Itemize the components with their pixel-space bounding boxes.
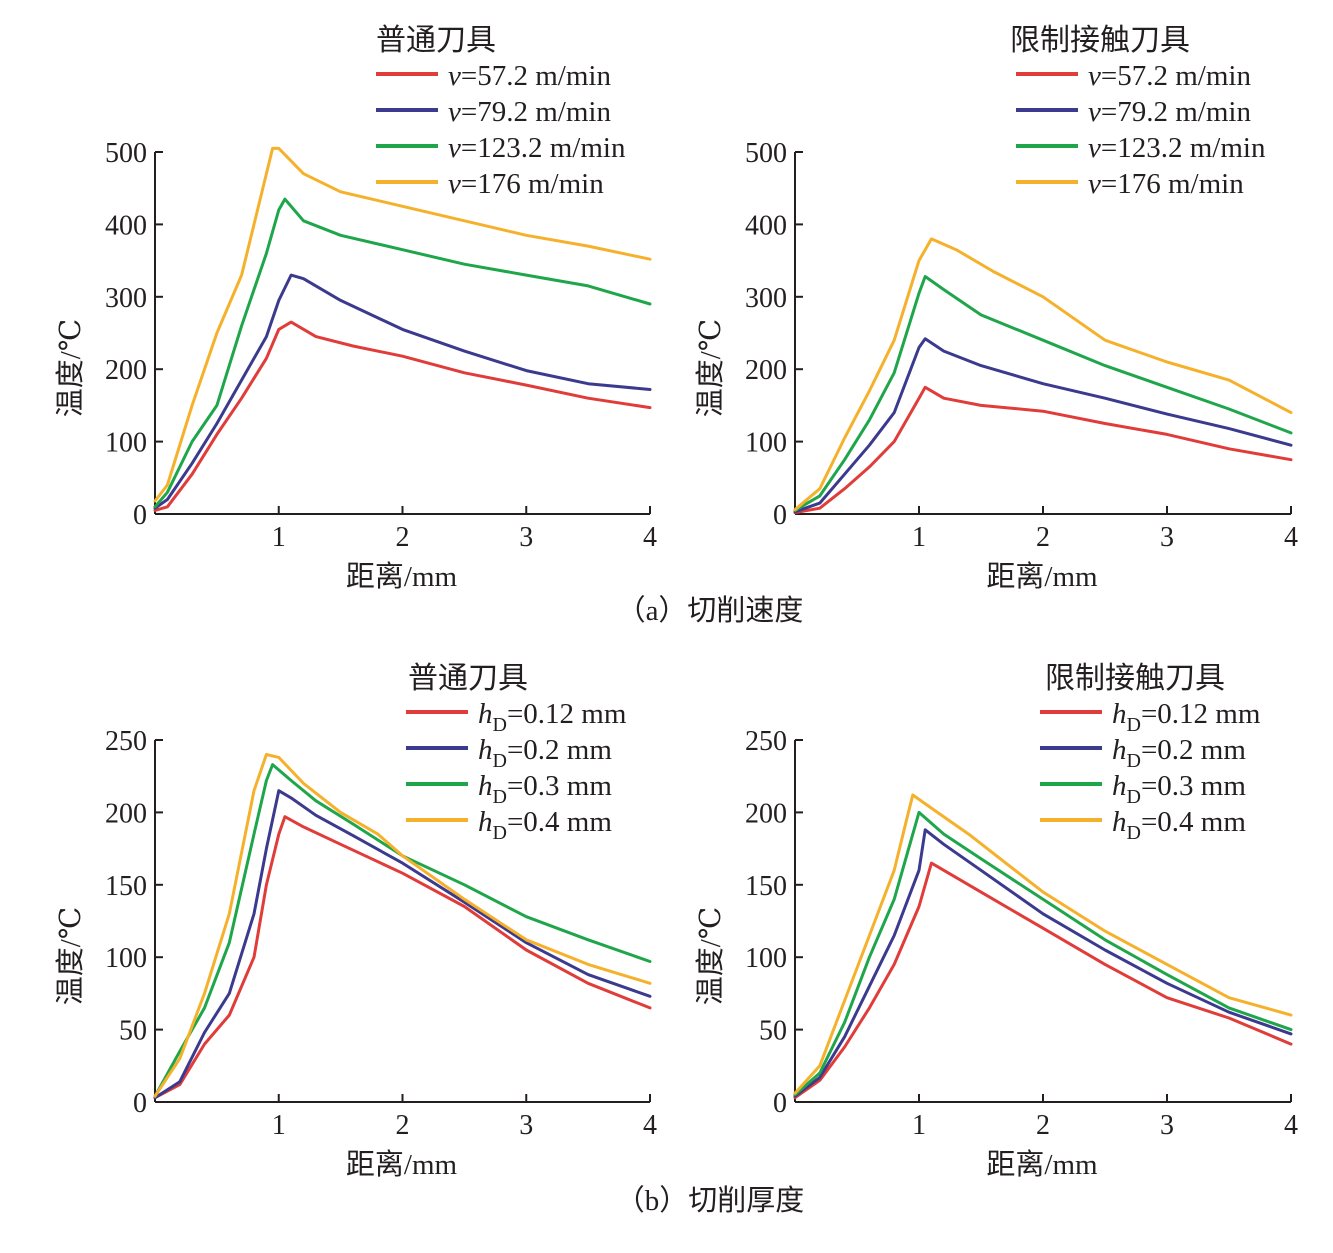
legend-entry: v=79.2 m/min <box>448 96 611 128</box>
legend-entry: v=176 m/min <box>448 168 604 200</box>
x-tick-label: 3 <box>519 1110 533 1141</box>
y-tick-label: 100 <box>105 428 147 459</box>
chart-3: 0 50 100 150 200 250 1 2 3 4 距离/mm 温度/℃ 普通刀具hD=0.12 … <box>54 662 657 1181</box>
x-tick-label: 3 <box>1160 522 1174 553</box>
x-tick-label: 2 <box>396 522 410 553</box>
series-line-4 <box>793 793 1293 1095</box>
y-tick-label: 300 <box>745 283 787 314</box>
y-tick-label: 200 <box>745 798 787 829</box>
x-tick-label: 4 <box>643 1110 657 1141</box>
y-axis-label: 温度/℃ <box>54 319 87 418</box>
series-line-3 <box>153 197 652 509</box>
y-tick-label: 400 <box>745 210 787 241</box>
series-line-1 <box>153 815 652 1100</box>
legend-title: 限制接触刀具 <box>1045 662 1225 695</box>
y-tick-label: 100 <box>105 943 147 974</box>
x-axis-label: 距离/mm <box>346 1148 458 1181</box>
legend-entry: v=79.2 m/min <box>1088 96 1251 128</box>
series-line-2 <box>153 789 652 1100</box>
series-line-1 <box>793 861 1293 1100</box>
legend-entry: hD=0.2 mm <box>478 734 612 772</box>
legend-entry: hD=0.4 mm <box>1112 806 1246 844</box>
series-line-2 <box>793 828 1293 1098</box>
series-line-3 <box>793 275 1293 512</box>
y-axis-label: 温度/℃ <box>694 907 727 1006</box>
legend-title: 普通刀具 <box>408 662 528 695</box>
x-tick-label: 1 <box>912 1110 926 1141</box>
y-tick-label: 400 <box>105 210 147 241</box>
x-axis-label: 距离/mm <box>986 1148 1098 1181</box>
x-axis-label: 距离/mm <box>986 560 1098 593</box>
y-tick-label: 50 <box>759 1016 787 1047</box>
y-tick-label: 500 <box>745 138 787 169</box>
x-tick-label: 1 <box>272 522 286 553</box>
legend-entry: hD=0.3 mm <box>478 770 612 808</box>
legend-entry: hD=0.12 mm <box>1112 698 1261 736</box>
legend-entry: v=57.2 m/min <box>1088 60 1251 92</box>
legend-entry: v=123.2 m/min <box>1088 132 1266 164</box>
y-tick-label: 300 <box>105 283 147 314</box>
y-tick-label: 500 <box>105 138 147 169</box>
x-tick-label: 4 <box>1284 522 1298 553</box>
chart-2: 0 100 200 300 400 500 1 2 3 4 距离/mm 温度/℃ 限制接触刀具v=57.… <box>694 24 1298 593</box>
x-tick-label: 2 <box>1036 522 1050 553</box>
legend-entry: hD=0.12 mm <box>478 698 627 736</box>
x-axis-label: 距离/mm <box>346 560 458 593</box>
series-line-4 <box>153 753 652 1098</box>
y-tick-label: 100 <box>745 428 787 459</box>
y-tick-label: 0 <box>773 500 787 531</box>
x-tick-label: 3 <box>1160 1110 1174 1141</box>
chart-1: 0 100 200 300 400 500 1 2 3 4 距离/mm 温度/℃ 普通刀具v=57.2 … <box>54 24 657 593</box>
series-line-2 <box>153 273 652 510</box>
y-tick-label: 50 <box>119 1016 147 1047</box>
x-tick-label: 3 <box>519 522 533 553</box>
series-line-2 <box>793 337 1293 514</box>
y-axis-label: 温度/℃ <box>54 907 87 1006</box>
caption-a: （a）切削速度 <box>617 594 804 627</box>
y-tick-label: 0 <box>133 1088 147 1119</box>
y-tick-label: 200 <box>105 355 147 386</box>
y-tick-label: 250 <box>105 726 147 757</box>
series-line-3 <box>793 810 1293 1097</box>
legend-entry: hD=0.2 mm <box>1112 734 1246 772</box>
y-tick-label: 100 <box>745 943 787 974</box>
legend-entry: v=123.2 m/min <box>448 132 626 164</box>
x-tick-label: 4 <box>643 522 657 553</box>
series-line-4 <box>793 237 1293 512</box>
x-tick-label: 1 <box>912 522 926 553</box>
series-line-3 <box>153 763 652 1098</box>
caption-b: （b）切削厚度 <box>616 1184 805 1217</box>
y-tick-label: 200 <box>105 798 147 829</box>
series-line-1 <box>153 320 652 512</box>
y-tick-label: 250 <box>745 726 787 757</box>
legend-title: 普通刀具 <box>376 24 496 57</box>
y-tick-label: 0 <box>773 1088 787 1119</box>
y-tick-label: 200 <box>745 355 787 386</box>
legend-entry: v=57.2 m/min <box>448 60 611 92</box>
legend-title: 限制接触刀具 <box>1010 24 1190 57</box>
y-tick-label: 150 <box>745 871 787 902</box>
y-tick-label: 0 <box>133 500 147 531</box>
x-tick-label: 2 <box>396 1110 410 1141</box>
x-tick-label: 1 <box>272 1110 286 1141</box>
x-tick-label: 2 <box>1036 1110 1050 1141</box>
legend-entry: hD=0.4 mm <box>478 806 612 844</box>
y-axis-label: 温度/℃ <box>694 319 727 418</box>
legend-entry: hD=0.3 mm <box>1112 770 1246 808</box>
x-tick-label: 4 <box>1284 1110 1298 1141</box>
legend-entry: v=176 m/min <box>1088 168 1244 200</box>
series-line-1 <box>793 385 1293 515</box>
chart-4: 0 50 100 150 200 250 1 2 3 4 距离/mm 温度/℃ 限制接触刀具hD=0.1… <box>694 662 1298 1181</box>
series-line-4 <box>153 146 652 503</box>
y-tick-label: 150 <box>105 871 147 902</box>
